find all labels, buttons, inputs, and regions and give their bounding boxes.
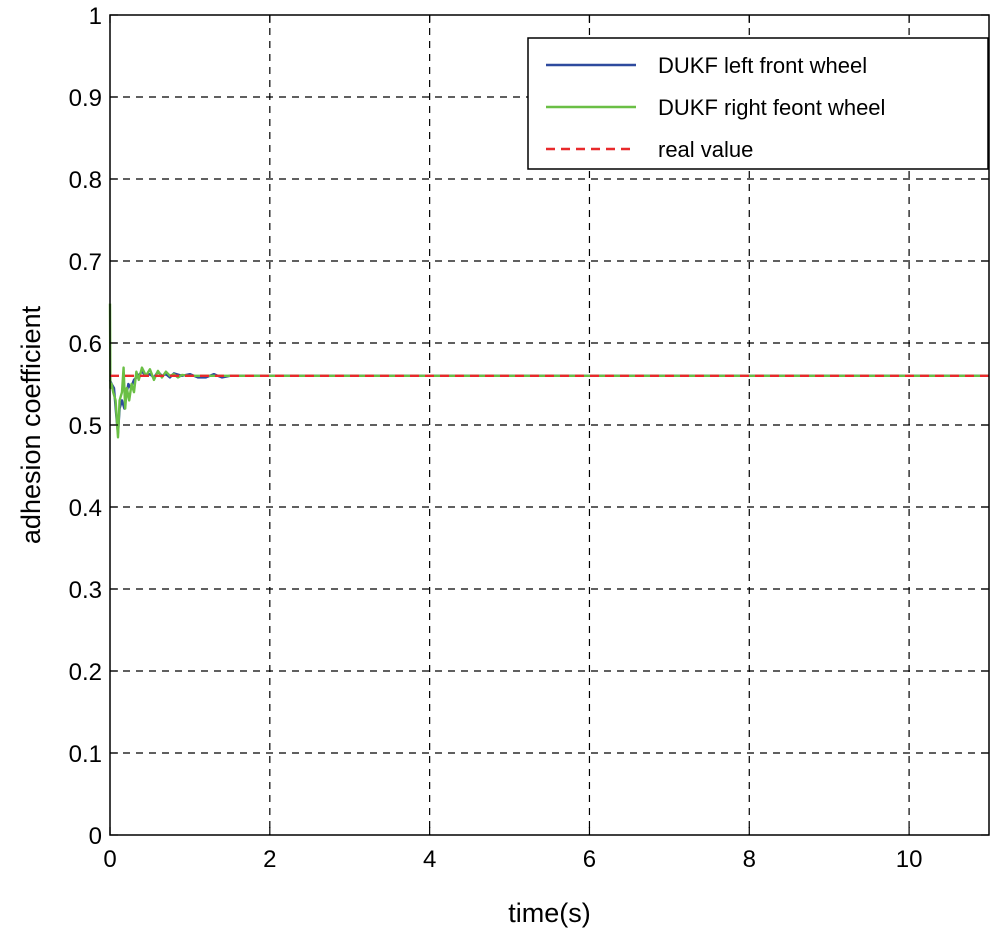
y-tick-label: 1 (89, 3, 102, 30)
legend-label-2: DUKF right feont wheel (658, 95, 885, 120)
y-tick-label: 0.3 (69, 577, 102, 604)
legend: DUKF left front wheel DUKF right feont wh… (527, 37, 989, 170)
x-tick-label: 0 (103, 846, 116, 873)
x-tick-label: 2 (263, 846, 276, 873)
x-tick-label: 6 (583, 846, 596, 873)
y-tick-label: 0.1 (69, 741, 102, 768)
x-tick-label: 8 (743, 846, 756, 873)
legend-label-3: real value (658, 137, 753, 162)
series-line-1 (108, 370, 989, 435)
y-tick-label: 0.6 (69, 331, 102, 358)
y-tick-label: 0.4 (69, 495, 102, 522)
y-tick-label: 0.9 (69, 85, 102, 112)
x-tick-label: 4 (423, 846, 436, 873)
y-tick-label: 0.2 (69, 659, 102, 686)
y-tick-label: 0.7 (69, 249, 102, 276)
series-layer (108, 303, 989, 439)
y-axis-label: adhesion coefficient (16, 305, 46, 544)
legend-label-1: DUKF left front wheel (658, 53, 867, 78)
x-tick-label: 10 (896, 846, 923, 873)
x-axis-label: time(s) (508, 898, 591, 928)
y-tick-label: 0 (89, 823, 102, 850)
y-tick-label: 0.8 (69, 167, 102, 194)
tick-labels: 0 2 4 6 8 10 0 0.1 0.2 0.3 0.4 0.5 0.6 0.7 0.8 0.9 1 (69, 3, 989, 873)
series-line-2 (108, 303, 989, 439)
legend-box (527, 37, 989, 170)
y-tick-label: 0.5 (69, 413, 102, 440)
legend-items: DUKF left front wheel DUKF right feont wh… (546, 53, 885, 162)
